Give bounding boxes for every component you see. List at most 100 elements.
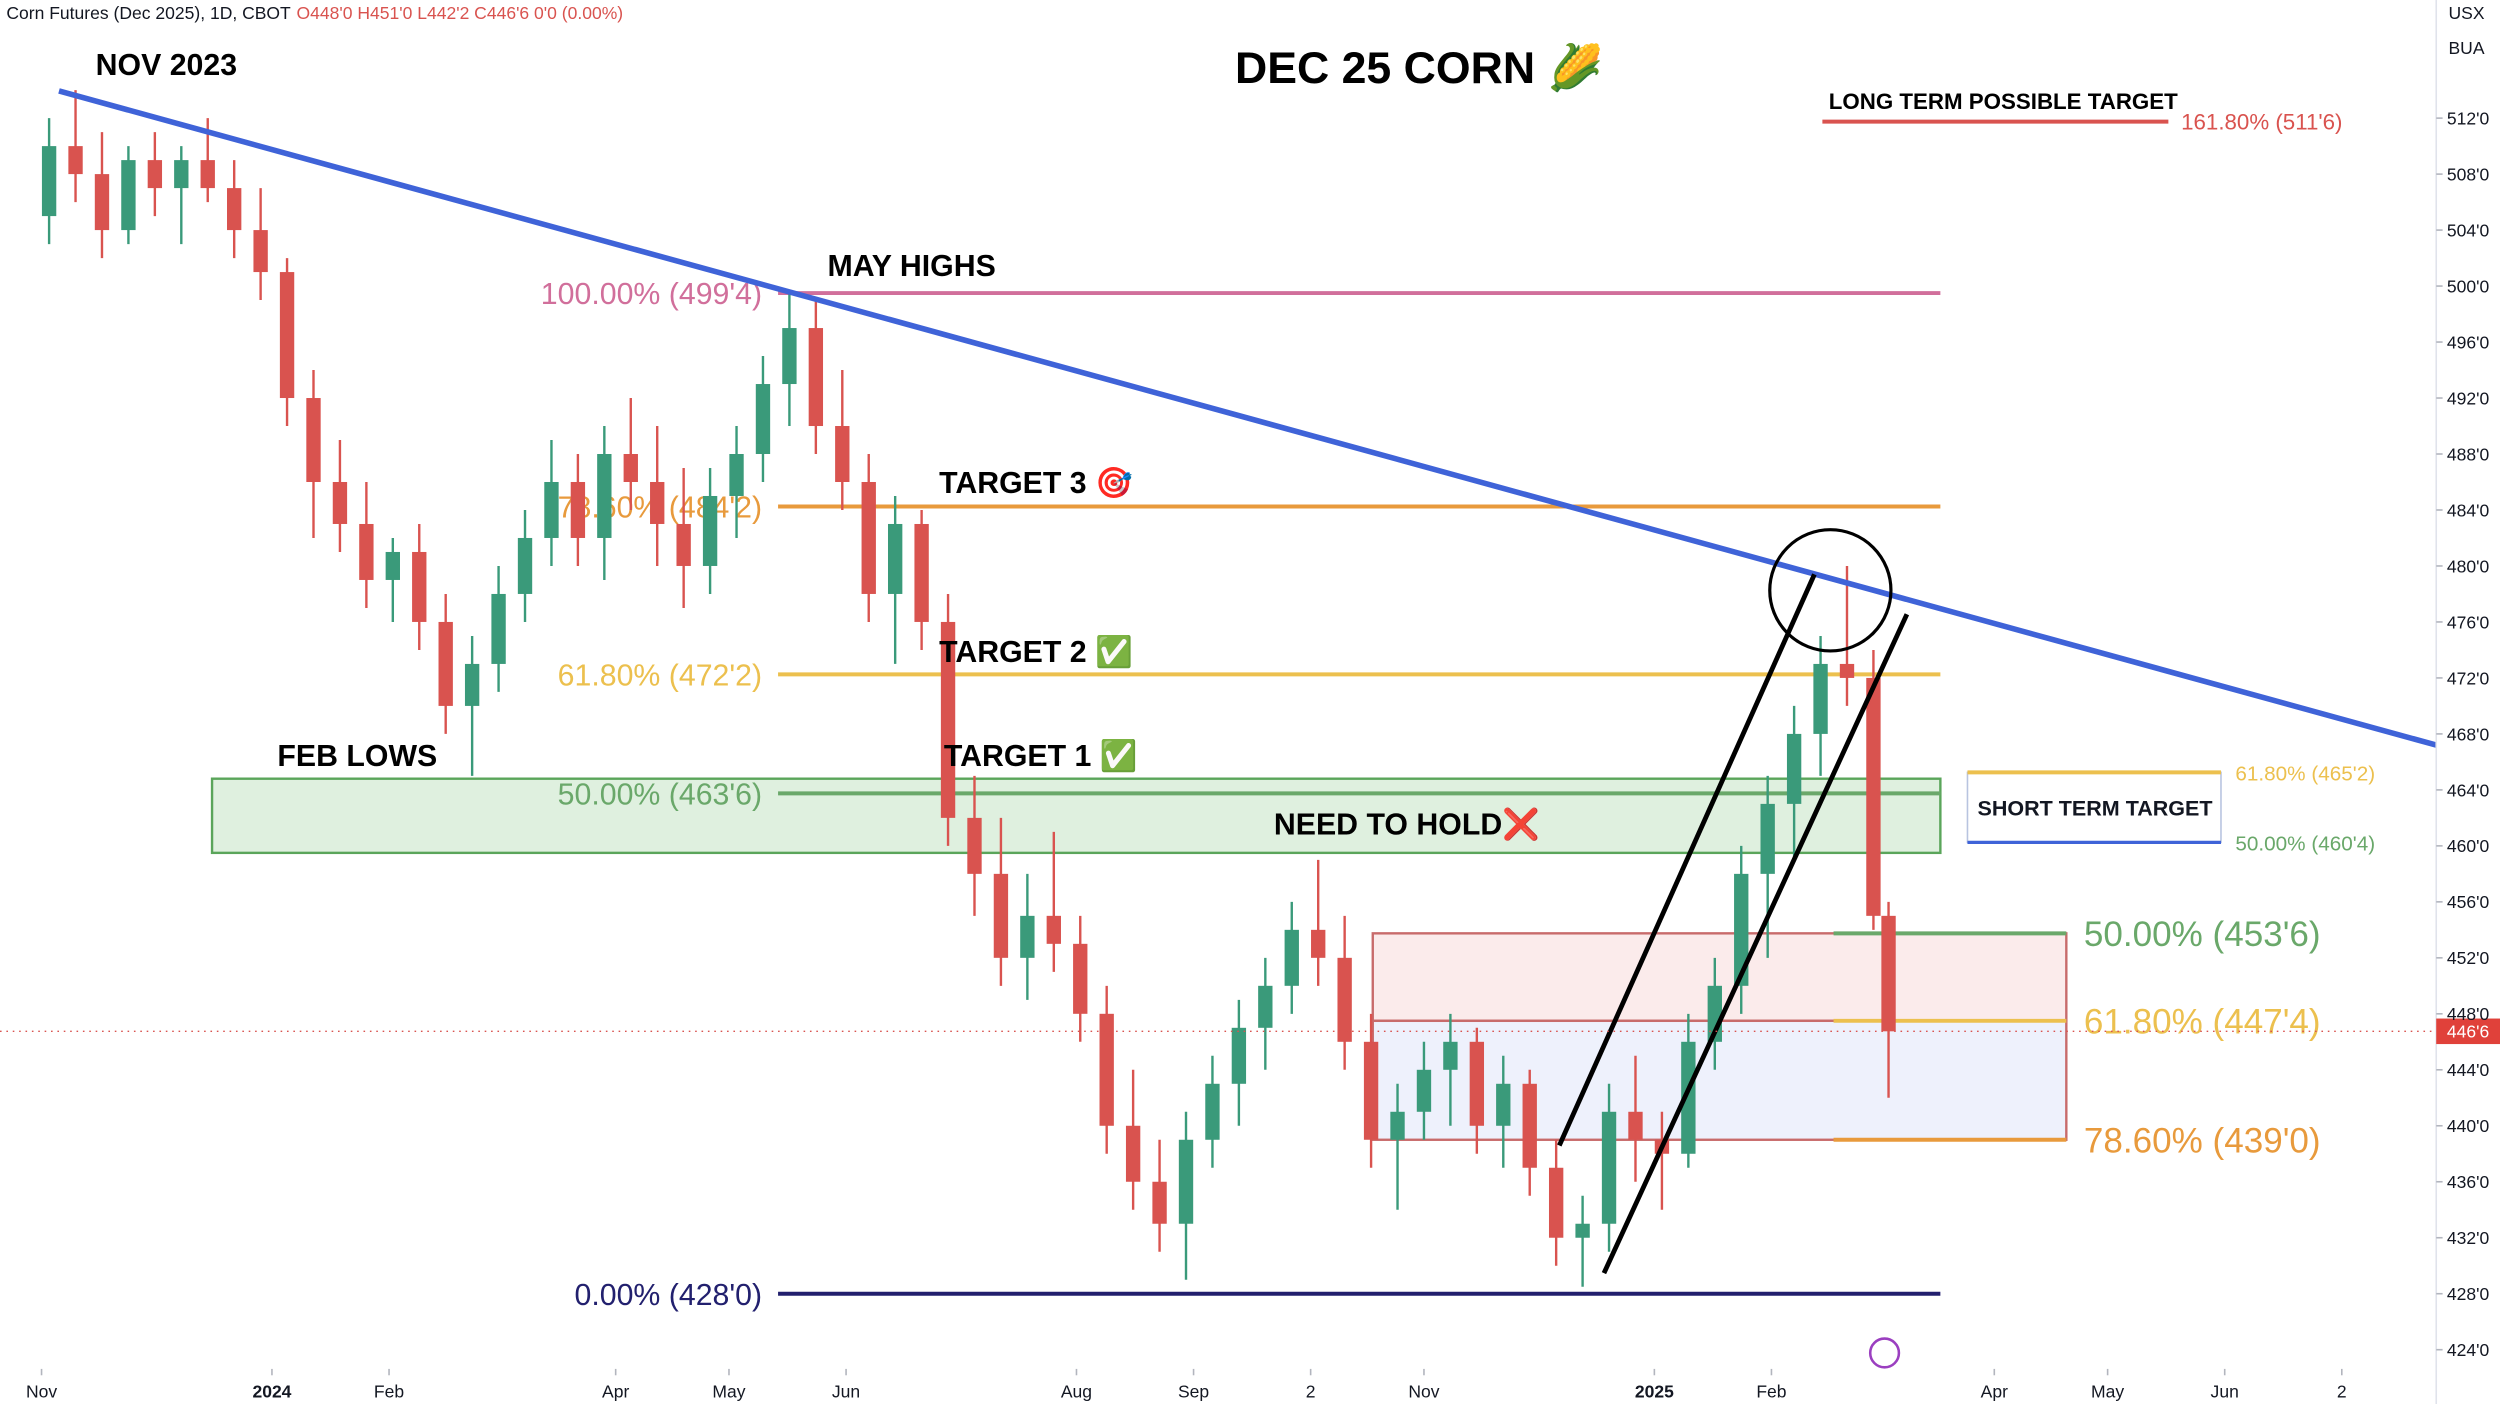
candle-body <box>385 551 400 580</box>
x-tick-label: Aug <box>1061 1382 1092 1402</box>
y-tick-label: 452'0 <box>2447 948 2490 968</box>
candle-body <box>993 873 1009 958</box>
candle-body <box>1734 873 1749 986</box>
x-tick-label: Jun <box>832 1382 860 1402</box>
y-tick-label: 432'0 <box>2447 1228 2490 1248</box>
y-tick-label: 428'0 <box>2447 1284 2490 1304</box>
candle-body <box>1073 943 1088 1014</box>
target-title: SHORT TERM TARGET <box>1978 796 2213 820</box>
candle-body <box>1178 1139 1194 1224</box>
annotation: NEED TO HOLD❌ <box>1274 806 1540 842</box>
retrace-label: 50.00% (453'6) <box>2084 915 2321 954</box>
target-label: 61.80% (465'2) <box>2235 762 2375 785</box>
candle-body <box>650 481 665 524</box>
y-tick-label: 480'0 <box>2447 556 2490 576</box>
y-tick-label: 468'0 <box>2447 724 2490 744</box>
candle-body <box>1231 1027 1247 1084</box>
candle-body <box>1099 1013 1114 1126</box>
candle-body <box>1020 915 1035 958</box>
candle-body <box>1575 1223 1590 1238</box>
candle-body <box>1205 1083 1220 1140</box>
axis-corner: BUA <box>2448 38 2484 58</box>
candle-body <box>1469 1041 1485 1126</box>
candle-body <box>570 481 586 538</box>
candle-body <box>1046 915 1061 944</box>
candle-body <box>517 537 533 594</box>
x-tick-label: 2025 <box>1635 1382 1674 1402</box>
candle-body <box>412 551 427 622</box>
candle-body <box>1152 1181 1167 1224</box>
candle-body <box>94 174 110 231</box>
x-tick-label: 2024 <box>252 1382 291 1402</box>
channel-line <box>1601 613 1910 1275</box>
candle-body <box>1443 1041 1458 1070</box>
fib-label: 50.00% (463'6) <box>558 779 762 812</box>
candle-body <box>1813 663 1828 734</box>
y-tick-label: 424'0 <box>2447 1340 2490 1360</box>
header-ohlc: O448'0 H451'0 L442'2 C446'6 0'0 (0.00%) <box>297 3 624 23</box>
x-tick-label: May <box>712 1382 745 1402</box>
candle-body <box>438 621 453 706</box>
candle-body <box>544 481 559 538</box>
candle-body <box>808 328 824 427</box>
annotation: TARGET 1 ✅ <box>944 738 1138 773</box>
candle-body <box>464 663 480 706</box>
retrace-label: 78.60% (439'0) <box>2084 1122 2321 1161</box>
candle-body <box>306 398 321 482</box>
fib-label: 0.00% (428'0) <box>574 1279 762 1312</box>
y-tick-label: 488'0 <box>2447 444 2490 464</box>
x-tick-label: 2 <box>1306 1382 1316 1402</box>
x-tick-label: Sep <box>1178 1382 1209 1402</box>
candle-body <box>1839 663 1855 678</box>
x-tick-label: Feb <box>1756 1382 1786 1402</box>
long-term-title: LONG TERM POSSIBLE TARGET <box>1829 89 2178 114</box>
candle-body <box>359 523 374 580</box>
retrace-label: 61.80% (447'4) <box>2084 1003 2321 1042</box>
candle-body <box>1522 1083 1537 1168</box>
x-tick-label: Nov <box>1408 1382 1439 1402</box>
candle-body <box>174 160 189 189</box>
y-tick-label: 460'0 <box>2447 836 2490 856</box>
fib-label: 61.80% (472'2) <box>558 660 762 693</box>
annotation: TARGET 3 🎯 <box>939 466 1133 500</box>
candle-body <box>1548 1167 1564 1238</box>
y-tick-label: 440'0 <box>2447 1116 2490 1136</box>
long-term-label: 161.80% (511'6) <box>2181 110 2342 135</box>
annotation: MAY HIGHS <box>827 250 995 283</box>
y-tick-label: 508'0 <box>2447 164 2490 184</box>
candle-body <box>967 817 982 874</box>
candle-body <box>1866 677 1881 916</box>
candle-body <box>1258 985 1273 1028</box>
y-tick-label: 456'0 <box>2447 892 2490 912</box>
candle-body <box>1311 929 1326 958</box>
x-tick-label: Apr <box>602 1382 629 1402</box>
candle-body <box>1284 929 1299 986</box>
candle-body <box>1760 803 1775 874</box>
y-tick-label: 496'0 <box>2447 332 2490 352</box>
y-tick-label: 500'0 <box>2447 276 2490 296</box>
y-tick-label: 472'0 <box>2447 668 2490 688</box>
logo <box>1868 1337 1901 1369</box>
candle-body <box>1601 1111 1617 1224</box>
zone <box>210 777 1942 855</box>
y-tick-label: 512'0 <box>2447 108 2490 128</box>
candle-body <box>1125 1125 1141 1182</box>
y-tick-label: 444'0 <box>2447 1060 2490 1080</box>
annotation: FEB LOWS <box>277 740 437 773</box>
chart-title: DEC 25 CORN 🌽 <box>1235 41 1603 93</box>
annotation: NOV 2023 <box>96 49 237 82</box>
candle-body <box>1628 1111 1643 1140</box>
x-tick-label: Apr <box>1981 1382 2008 1402</box>
candle-body <box>332 481 348 524</box>
x-tick-label: 2 <box>2337 1382 2347 1402</box>
channel-line <box>1557 573 1817 1147</box>
y-tick-label: 492'0 <box>2447 388 2490 408</box>
candle-body <box>41 146 57 217</box>
candle-body <box>1786 733 1802 804</box>
candle-body <box>253 230 268 273</box>
y-tick-label: 484'0 <box>2447 500 2490 520</box>
y-tick-label: 504'0 <box>2447 220 2490 240</box>
